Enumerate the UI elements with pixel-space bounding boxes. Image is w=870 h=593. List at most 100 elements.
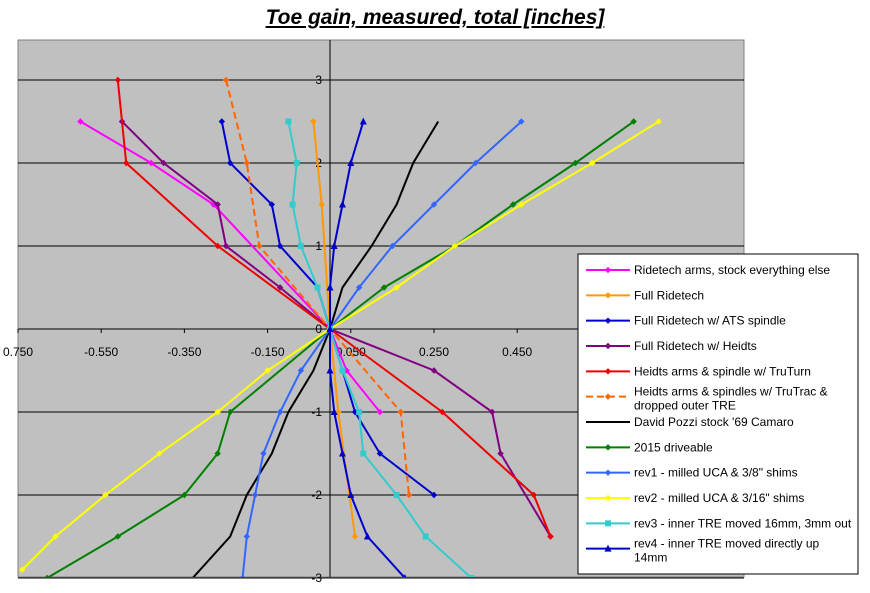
data-point xyxy=(276,408,284,416)
data-point xyxy=(630,118,637,125)
data-point xyxy=(468,575,475,577)
data-point xyxy=(326,283,334,291)
data-point xyxy=(430,367,438,374)
data-point xyxy=(472,159,479,167)
data-point xyxy=(347,159,355,166)
data-point xyxy=(403,574,407,577)
data-point xyxy=(326,325,334,332)
data-point xyxy=(355,284,363,291)
data-point xyxy=(359,117,367,125)
data-point xyxy=(518,118,525,125)
data-point xyxy=(376,408,384,416)
legend-label: Heidts arms & spindles w/ TruTrac & xyxy=(634,385,828,399)
data-point xyxy=(114,533,122,540)
legend-entry: rev1 - milled UCA & 3/8" shims xyxy=(586,466,798,480)
data-point xyxy=(655,118,662,125)
legend-label: rev4 - inner TRE moved directly up xyxy=(634,537,820,551)
data-point xyxy=(243,159,250,167)
data-point xyxy=(285,118,292,125)
data-point xyxy=(114,76,122,84)
data-point xyxy=(256,242,263,250)
data-point xyxy=(268,201,275,208)
data-point xyxy=(604,469,612,476)
y-tick-label: 2 xyxy=(315,156,322,170)
data-point xyxy=(509,201,517,208)
legend-label: 2015 driveable xyxy=(634,440,713,454)
legend-label: rev2 - milled UCA & 3/16" shims xyxy=(634,491,804,505)
y-tick-label: 1 xyxy=(315,239,322,253)
data-point xyxy=(518,201,525,208)
legend-label: Heidts arms & spindle w/ TruTurn xyxy=(634,364,811,378)
data-point xyxy=(156,450,163,457)
series-7 xyxy=(192,120,440,577)
legend: Ridetech arms, stock everything else Full… xyxy=(577,253,859,575)
data-point xyxy=(422,533,429,540)
y-tick-label: -3 xyxy=(311,571,322,585)
data-point xyxy=(451,242,458,250)
data-point xyxy=(318,201,325,208)
data-point xyxy=(497,450,504,457)
data-point xyxy=(52,533,59,540)
legend-label-cont: 14mm xyxy=(634,551,667,565)
data-point xyxy=(405,491,413,499)
data-point xyxy=(276,242,284,250)
data-point xyxy=(572,159,579,167)
data-point xyxy=(240,574,245,577)
data-point xyxy=(547,533,554,540)
data-point xyxy=(297,367,305,374)
y-tick-label: -1 xyxy=(311,405,322,419)
legend-entry: Full Ridetech w/ Heidts xyxy=(586,339,757,353)
data-point xyxy=(310,118,317,125)
legend-entry: Full Ridetech w/ ATS spindle xyxy=(586,314,786,328)
data-point xyxy=(393,492,400,498)
data-point xyxy=(489,408,496,416)
data-point xyxy=(439,408,446,416)
data-point xyxy=(380,284,388,291)
data-point xyxy=(604,292,612,299)
x-tick-label: 0.050 xyxy=(336,345,366,359)
data-point xyxy=(18,566,26,573)
data-point xyxy=(289,201,296,208)
data-point xyxy=(605,520,611,527)
data-point xyxy=(360,450,367,457)
data-point xyxy=(604,393,612,400)
series-line xyxy=(287,121,472,577)
data-point xyxy=(214,242,221,250)
data-point xyxy=(260,450,267,457)
data-point xyxy=(588,159,596,167)
series-9 xyxy=(240,118,525,577)
data-point xyxy=(347,491,355,498)
data-point xyxy=(339,367,346,374)
data-point xyxy=(102,491,109,499)
data-point xyxy=(604,342,612,350)
x-tick-label: -0.150 xyxy=(251,345,285,359)
data-point xyxy=(530,491,538,499)
series-line xyxy=(192,120,440,577)
data-point xyxy=(351,533,359,540)
data-point xyxy=(251,491,259,499)
legend-entry: Heidts arms & spindles w/ TruTrac &dropp… xyxy=(586,385,828,413)
data-point xyxy=(160,159,167,167)
data-point xyxy=(397,408,404,416)
data-point xyxy=(330,242,338,249)
data-point xyxy=(326,366,334,374)
data-point xyxy=(122,159,130,167)
series-line xyxy=(121,120,552,538)
legend-entry: 2015 driveable xyxy=(586,440,713,454)
y-tick-label: 3 xyxy=(315,73,322,87)
data-point xyxy=(181,491,188,499)
data-point xyxy=(264,367,271,374)
series-12 xyxy=(326,117,407,577)
data-point xyxy=(297,243,304,249)
legend-entry: rev2 - milled UCA & 3/16" shims xyxy=(586,491,804,505)
x-tick-label: -0.350 xyxy=(167,345,201,359)
data-point xyxy=(44,574,50,577)
data-point xyxy=(338,200,346,208)
data-point xyxy=(276,284,284,291)
data-point xyxy=(604,494,612,502)
data-point xyxy=(393,284,400,291)
data-point xyxy=(77,118,84,125)
data-point xyxy=(214,450,221,457)
